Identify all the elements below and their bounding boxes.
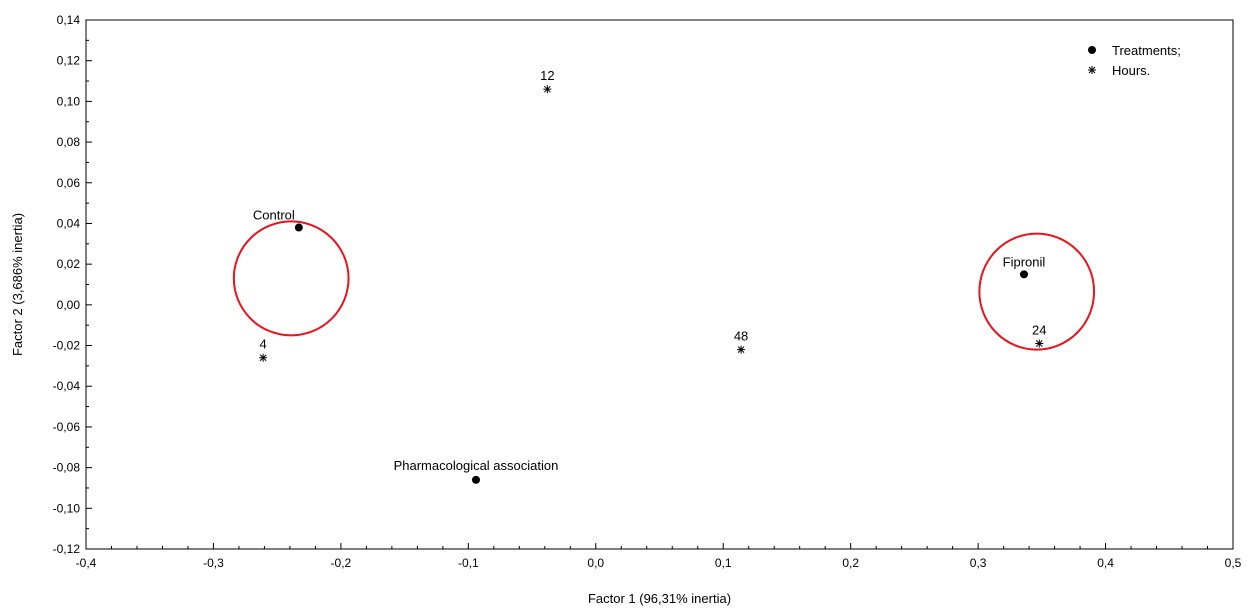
plot-frame bbox=[85, 19, 1234, 550]
y-axis-ticks: -0,12 -0,10 -0,08 -0,06 -0,04 -0,02 0,00 0,02 0,… bbox=[53, 13, 92, 556]
legend-label: Treatments; bbox=[1112, 43, 1181, 58]
x-tick-label: 0,1 bbox=[715, 556, 732, 570]
y-tick-label: 0,06 bbox=[57, 176, 81, 190]
treatment-label: Control bbox=[253, 208, 295, 223]
y-tick-label: 0,04 bbox=[57, 216, 81, 230]
y-tick-label: -0,04 bbox=[53, 379, 81, 393]
legend-label: Hours. bbox=[1112, 63, 1150, 78]
hour-point bbox=[737, 345, 746, 354]
x-tick-label: -0,2 bbox=[331, 556, 352, 570]
x-tick-label: 0,3 bbox=[970, 556, 987, 570]
highlight-ellipses bbox=[232, 220, 1096, 351]
y-tick-label: 0,14 bbox=[57, 13, 81, 27]
y-axis-label: Factor 2 (3,686% inertia) bbox=[10, 213, 25, 356]
hour-point bbox=[543, 85, 552, 94]
y-tick-label: -0,02 bbox=[53, 339, 81, 353]
y-tick-label: -0,10 bbox=[53, 501, 81, 515]
y-tick-label: 0,10 bbox=[57, 94, 81, 108]
y-tick-label: -0,12 bbox=[53, 542, 81, 556]
plot-area: -0,4 -0,3 -0,2 -0,1 0,0 0,1 0,2 0,3 0,4 0,5 -0,12… bbox=[53, 13, 1242, 570]
hour-label: 24 bbox=[1032, 323, 1046, 338]
x-tick-label: 0,2 bbox=[842, 556, 859, 570]
x-tick-label: 0,4 bbox=[1097, 556, 1114, 570]
hour-point bbox=[1035, 339, 1044, 348]
treatment-label: Fipronil bbox=[1003, 254, 1046, 269]
treatment-point bbox=[1019, 270, 1028, 279]
x-tick-label: 0,0 bbox=[587, 556, 604, 570]
x-axis-ticks: -0,4 -0,3 -0,2 -0,1 0,0 0,1 0,2 0,3 0,4 0,5 bbox=[76, 543, 1242, 570]
x-tick-label: 0,5 bbox=[1225, 556, 1242, 570]
data-points: Control Fipronil Pharmacological associati… bbox=[253, 68, 1047, 484]
highlight-ellipse bbox=[978, 232, 1096, 351]
y-tick-label: -0,08 bbox=[53, 461, 81, 475]
legend-circle-marker bbox=[1088, 46, 1096, 54]
treatment-point bbox=[471, 475, 480, 484]
x-tick-label: -0,3 bbox=[203, 556, 224, 570]
y-tick-label: -0,06 bbox=[53, 420, 81, 434]
x-tick-label: -0,4 bbox=[76, 556, 97, 570]
hour-point bbox=[259, 353, 268, 362]
highlight-ellipse bbox=[232, 220, 350, 337]
hour-label: 48 bbox=[734, 329, 748, 344]
y-tick-label: 0,00 bbox=[57, 298, 81, 312]
y-tick-label: 0,02 bbox=[57, 257, 81, 271]
x-axis-label: Factor 1 (96,31% inertia) bbox=[588, 591, 731, 606]
hour-label: 4 bbox=[260, 337, 267, 352]
hour-label: 12 bbox=[540, 68, 554, 83]
legend-star-marker bbox=[1088, 66, 1096, 74]
treatment-point bbox=[294, 223, 303, 232]
y-tick-label: 0,12 bbox=[57, 54, 81, 68]
legend: Treatments; Hours. bbox=[1088, 43, 1181, 78]
treatment-label: Pharmacological association bbox=[394, 458, 559, 473]
y-tick-label: 0,08 bbox=[57, 135, 81, 149]
x-tick-label: -0,1 bbox=[458, 556, 479, 570]
